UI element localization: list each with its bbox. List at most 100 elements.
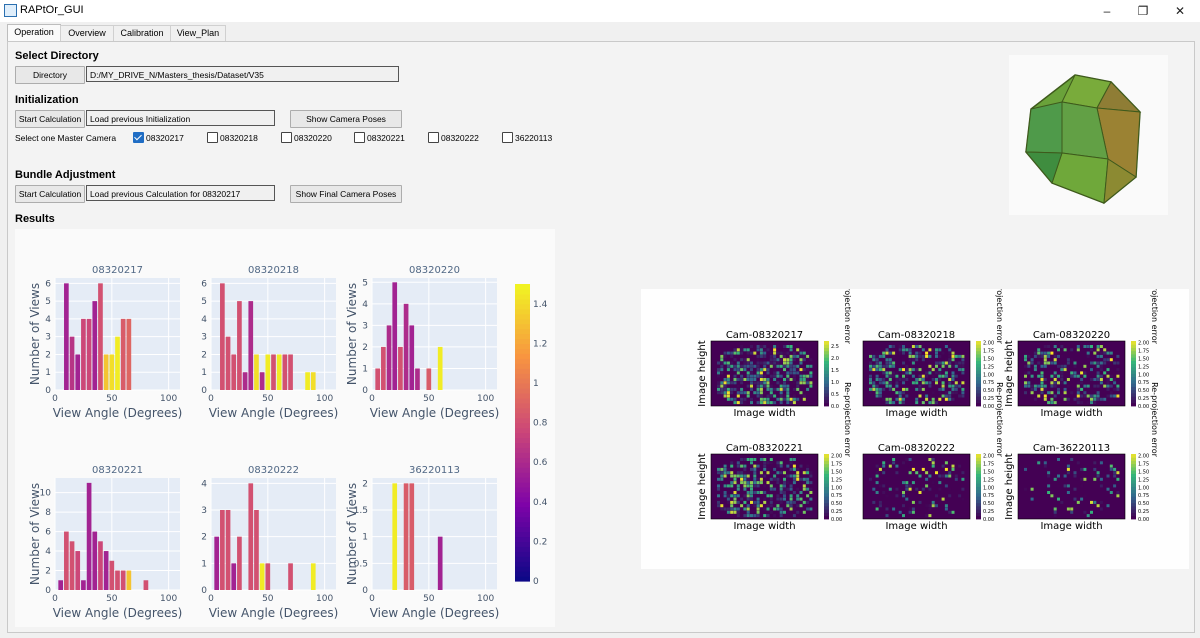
heatmap-cell bbox=[1109, 374, 1113, 378]
colorbar-segment bbox=[1131, 402, 1136, 407]
heatmap-cell bbox=[951, 467, 955, 471]
heatmap-cell bbox=[717, 500, 720, 504]
heatmap-cell bbox=[951, 364, 955, 368]
heatmap-cell bbox=[789, 378, 793, 381]
close-icon[interactable]: ✕ bbox=[1174, 4, 1186, 18]
colorbar-segment bbox=[1131, 347, 1136, 352]
colorbar-segment bbox=[976, 502, 981, 507]
heatmap-cell bbox=[723, 471, 727, 475]
view-angle-histograms: 0 1 2 3 4 5 6 0 50 100 08320217 View Angle (Degrees… bbox=[15, 229, 555, 627]
show-camera-poses-button[interactable]: Show Camera Poses bbox=[290, 110, 402, 128]
heatmap-cell bbox=[869, 364, 872, 368]
heatmap-cell bbox=[766, 364, 770, 368]
tab-calibration[interactable]: Calibration bbox=[113, 25, 171, 41]
checkbox-camera-08320222[interactable] bbox=[428, 132, 439, 143]
heatmap-cell bbox=[786, 481, 790, 485]
heatmap-cell bbox=[935, 401, 938, 405]
ba-status-field[interactable]: Load previous Calculation for 08320217 bbox=[86, 185, 275, 201]
heatmap-cell bbox=[776, 381, 780, 385]
heatmap-cell bbox=[743, 384, 747, 388]
colorbar-tick-label: 0.25 bbox=[983, 396, 994, 402]
heatmap-cell bbox=[720, 467, 724, 471]
heatmap-cell bbox=[750, 494, 753, 498]
heatmap-cell bbox=[938, 474, 942, 478]
heatmap-cell bbox=[769, 351, 773, 355]
heatmap-cell bbox=[925, 484, 929, 488]
heatmap-cell bbox=[948, 378, 952, 381]
colorbar-segment bbox=[515, 457, 530, 463]
checkbox-camera-08320217[interactable] bbox=[133, 132, 144, 143]
heatmap-cell bbox=[898, 368, 902, 372]
heatmap-cell bbox=[1116, 471, 1120, 475]
ba-start-calculation-button[interactable]: Start Calculation bbox=[15, 185, 85, 203]
minimize-icon[interactable]: – bbox=[1103, 4, 1111, 18]
heatmap-cell bbox=[1024, 467, 1027, 471]
restore-icon[interactable]: ❐ bbox=[1137, 4, 1149, 18]
heatmap-cell bbox=[1043, 351, 1047, 355]
heatmap-cell bbox=[1096, 371, 1100, 375]
colorbar-segment bbox=[515, 571, 530, 577]
colorbar-segment bbox=[1131, 380, 1136, 384]
heatmap-cell bbox=[908, 368, 912, 372]
init-start-calculation-button[interactable]: Start Calculation bbox=[15, 110, 85, 128]
heatmap-cell bbox=[773, 374, 777, 378]
heatmap-cell bbox=[878, 368, 882, 372]
heatmap-cell bbox=[875, 351, 879, 355]
colorbar-segment bbox=[1131, 483, 1136, 487]
tab-view-plan[interactable]: View_Plan bbox=[170, 25, 226, 41]
init-status-field[interactable]: Load previous Initialization bbox=[86, 110, 275, 126]
heatmap-cell bbox=[766, 384, 770, 388]
plot-area bbox=[372, 478, 497, 590]
histogram-bar bbox=[254, 510, 259, 590]
heatmap-cell bbox=[796, 374, 800, 378]
checkbox-camera-08320218[interactable] bbox=[207, 132, 218, 143]
show-final-camera-poses-button[interactable]: Show Final Camera Poses bbox=[290, 185, 402, 203]
tab-overview[interactable]: Overview bbox=[60, 25, 114, 41]
heatmap-cell bbox=[872, 368, 876, 372]
heatmap-cell bbox=[1116, 364, 1120, 368]
checkbox-camera-08320220[interactable] bbox=[281, 132, 292, 143]
colorbar-segment bbox=[1131, 512, 1136, 517]
checkbox-camera-08320221[interactable] bbox=[354, 132, 365, 143]
heatmap-cell bbox=[796, 381, 800, 385]
tab-operation[interactable]: Operation bbox=[7, 24, 61, 42]
heatmap-cell bbox=[792, 371, 796, 375]
heatmap-cell bbox=[898, 348, 902, 352]
heatmap-cell bbox=[915, 345, 919, 348]
heatmap-cell bbox=[720, 474, 724, 478]
heatmap-cell bbox=[888, 397, 892, 401]
heatmap-cell bbox=[915, 381, 919, 385]
camera-poses-viewer[interactable] bbox=[1009, 55, 1168, 215]
colorbar-tick-label: 1.25 bbox=[983, 477, 994, 483]
heatmap-cell bbox=[1109, 491, 1113, 494]
y-tick-label: 2 bbox=[362, 479, 368, 489]
heatmap-cell bbox=[776, 358, 780, 362]
checkbox-camera-36220113[interactable] bbox=[502, 132, 513, 143]
heatmap-cell bbox=[1113, 378, 1117, 381]
master-camera-label: Select one Master Camera bbox=[15, 133, 117, 143]
heatmap-cell bbox=[763, 381, 767, 385]
heatmap-cell bbox=[902, 348, 905, 352]
heatmap-cell bbox=[736, 361, 740, 365]
histogram-bar bbox=[409, 325, 415, 390]
heatmap-cell bbox=[1099, 484, 1103, 488]
heatmap-cell bbox=[773, 345, 777, 348]
heatmap-cell bbox=[723, 384, 727, 388]
heatmap-cell bbox=[769, 484, 773, 488]
heatmap-cell bbox=[792, 464, 796, 468]
heatmap-cell bbox=[1053, 381, 1057, 385]
directory-path-field[interactable]: D:/MY_DRIVE_N/Masters_thesis/Dataset/V35 bbox=[86, 66, 399, 82]
heatmap-cell bbox=[720, 371, 724, 375]
heatmap-cell bbox=[1050, 401, 1054, 405]
directory-button[interactable]: Directory bbox=[15, 66, 85, 84]
heatmap-cell bbox=[743, 348, 747, 352]
heatmap-cell bbox=[756, 374, 760, 378]
heatmap-cell bbox=[1040, 374, 1044, 378]
heatmap-cell bbox=[766, 348, 770, 352]
heatmap-cell bbox=[776, 351, 780, 355]
heatmap-cell bbox=[925, 374, 929, 378]
heatmap-cell bbox=[1053, 507, 1057, 511]
heatmap-cell bbox=[743, 474, 747, 478]
